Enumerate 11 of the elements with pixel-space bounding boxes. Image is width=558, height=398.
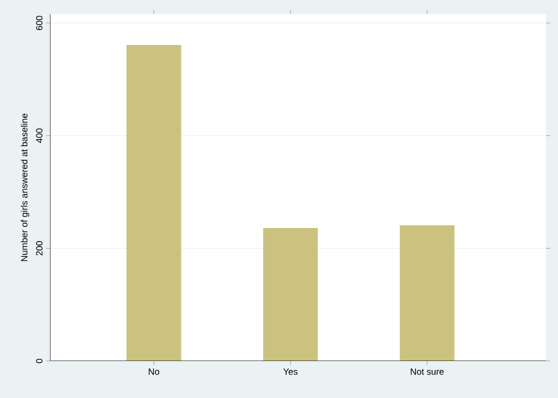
y-tick-label: 400 — [36, 128, 42, 143]
bar — [400, 225, 454, 361]
bar — [126, 44, 182, 361]
y-tick-label: 600 — [36, 16, 42, 30]
y-axis-title: Number of girls answered at baseline — [20, 114, 30, 262]
y-tick-label: 0 — [36, 358, 42, 364]
x-tick-label: Yes — [283, 368, 298, 375]
x-tick-label: Not sure — [410, 368, 444, 375]
y-tick-label: 200 — [36, 241, 42, 256]
bar — [263, 228, 318, 361]
x-tick-label: No — [148, 368, 160, 375]
